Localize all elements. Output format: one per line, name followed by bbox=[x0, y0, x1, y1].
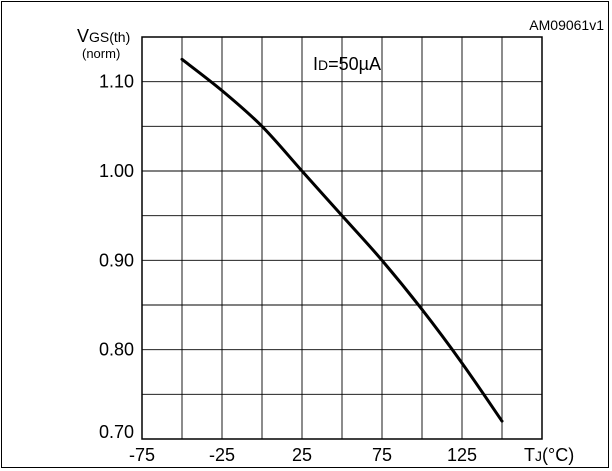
x-axis-label-unit: (°C) bbox=[542, 445, 574, 465]
x-axis-label-sub: J bbox=[535, 448, 542, 464]
x-axis-label-main: T bbox=[524, 445, 535, 465]
x-axis-label: TJ(°C) bbox=[524, 445, 574, 465]
plot-area-border bbox=[141, 36, 543, 440]
y-tick-label: 0.80 bbox=[99, 340, 134, 360]
y-tick-label: 1.00 bbox=[99, 161, 134, 181]
grid bbox=[142, 37, 542, 439]
annotation-main: I bbox=[313, 54, 318, 74]
y-axis-label: VGS(th) bbox=[77, 26, 130, 46]
x-tick-label: -75 bbox=[129, 445, 155, 465]
y-axis-label-sub: GS(th) bbox=[89, 29, 130, 45]
x-tick-label: 75 bbox=[372, 445, 392, 465]
x-tick-label: -25 bbox=[209, 445, 235, 465]
annotation-value: =50µA bbox=[328, 54, 381, 74]
annotation-sub: D bbox=[318, 57, 328, 73]
vgs-threshold-curve bbox=[180, 57, 504, 423]
x-tick-label: 25 bbox=[292, 445, 312, 465]
condition-annotation: ID=50µA bbox=[313, 54, 381, 74]
y-tick-labels: 0.70 0.80 0.90 1.00 1.10 bbox=[99, 72, 134, 442]
y-tick-label: 0.70 bbox=[99, 422, 134, 442]
x-tick-label: 125 bbox=[447, 445, 477, 465]
curve-layer bbox=[180, 57, 504, 423]
x-tick-labels: -75 -25 25 75 125 bbox=[129, 445, 477, 465]
y-tick-label: 0.90 bbox=[99, 250, 134, 270]
y-axis-label-note: (norm) bbox=[82, 46, 120, 61]
y-axis-label-main: V bbox=[77, 26, 89, 46]
y-tick-label: 1.10 bbox=[99, 72, 134, 92]
figure-code: AM09061v1 bbox=[529, 17, 604, 33]
